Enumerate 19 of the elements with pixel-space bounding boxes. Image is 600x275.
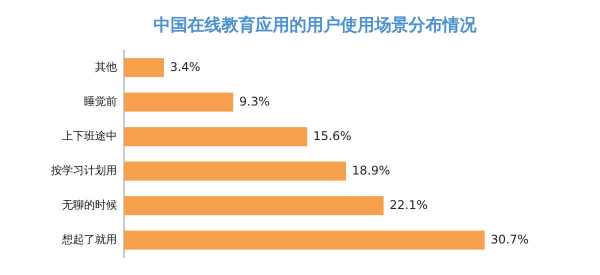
bar: [124, 230, 485, 250]
bar: [124, 162, 346, 181]
bar: [124, 127, 308, 146]
y-tick-label: 想起了就用: [61, 233, 117, 246]
y-tick-label: 睡觉前: [84, 95, 117, 108]
y-tick-label: 其他: [95, 60, 117, 74]
bar: [124, 92, 234, 112]
bar: [124, 196, 384, 216]
data-label: 22.1%: [390, 198, 428, 212]
data-label: 30.7%: [490, 232, 529, 246]
y-tick-label: 无聊的时候: [62, 198, 117, 212]
y-tick-label: 上下班途中: [62, 130, 117, 143]
data-label: 3.4%: [170, 60, 200, 74]
chart-title: 中国在线教育应用的用户使用场景分布情况: [154, 14, 478, 36]
data-label: 9.3%: [239, 94, 270, 108]
data-label: 15.6%: [313, 128, 352, 143]
bar: [124, 58, 164, 78]
data-label: 18.9%: [352, 163, 390, 178]
y-tick-label: 按学习计划用: [51, 164, 117, 178]
